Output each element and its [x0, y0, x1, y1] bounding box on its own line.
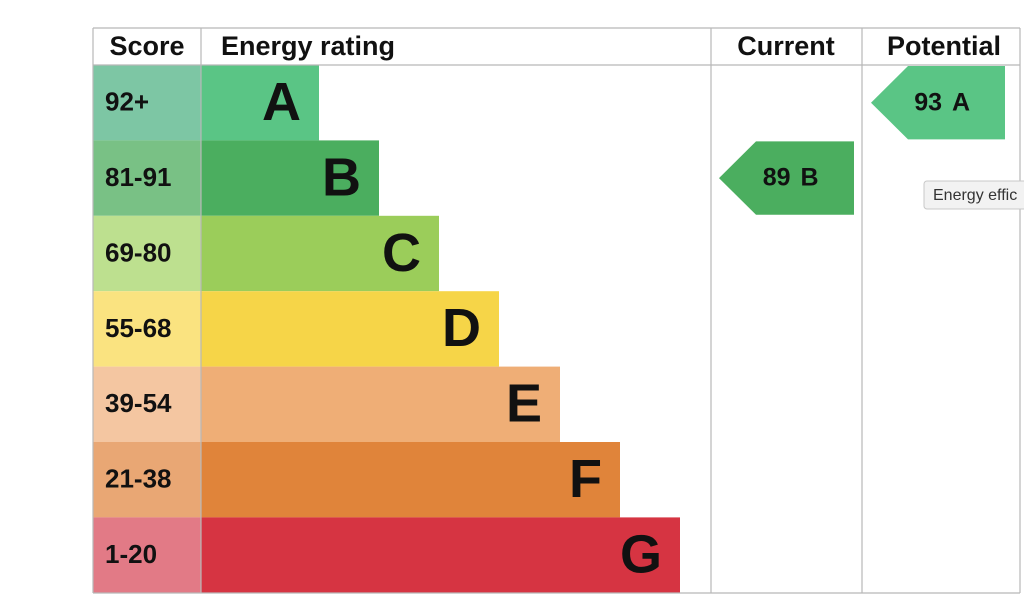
rating-bar	[201, 517, 680, 593]
potential-rating: A	[952, 88, 970, 116]
rating-bar	[201, 366, 560, 442]
header-current: Current	[737, 31, 835, 61]
rating-bar	[201, 442, 620, 518]
rating-letter: D	[442, 298, 481, 358]
current-rating: B	[801, 164, 819, 192]
rating-bar	[201, 215, 439, 292]
score-cell	[93, 366, 201, 442]
rating-letter: F	[569, 449, 602, 509]
score-cell	[93, 442, 201, 518]
score-cell	[93, 517, 201, 593]
score-cell	[93, 291, 201, 367]
rating-bar	[201, 140, 379, 216]
score-range: 55-68	[105, 313, 172, 343]
rating-letter: E	[506, 374, 542, 434]
header-score: Score	[109, 31, 184, 61]
score-cell	[93, 215, 201, 292]
rating-letter: C	[382, 223, 421, 283]
tooltip-text: Energy effic	[933, 187, 1017, 204]
score-range: 92+	[105, 87, 149, 117]
score-range: 69-80	[105, 237, 172, 267]
potential-arrow	[871, 66, 1005, 140]
rating-bar	[201, 291, 499, 367]
potential-score: 93	[914, 88, 942, 116]
current-arrow	[719, 141, 854, 215]
rating-bar	[201, 65, 319, 141]
header-rating: Energy rating	[221, 31, 395, 61]
score-cell	[93, 140, 201, 216]
header-potential: Potential	[887, 31, 1001, 61]
score-range: 21-38	[105, 464, 172, 494]
tooltip-box	[923, 180, 1024, 210]
current-score: 89	[763, 164, 791, 192]
score-range: 1-20	[105, 539, 157, 569]
rating-letter: A	[262, 72, 301, 132]
rating-letter: B	[322, 147, 361, 207]
score-range: 81-91	[105, 162, 172, 192]
score-range: 39-54	[105, 388, 172, 418]
rating-letter: G	[620, 524, 662, 584]
score-cell	[93, 65, 201, 141]
